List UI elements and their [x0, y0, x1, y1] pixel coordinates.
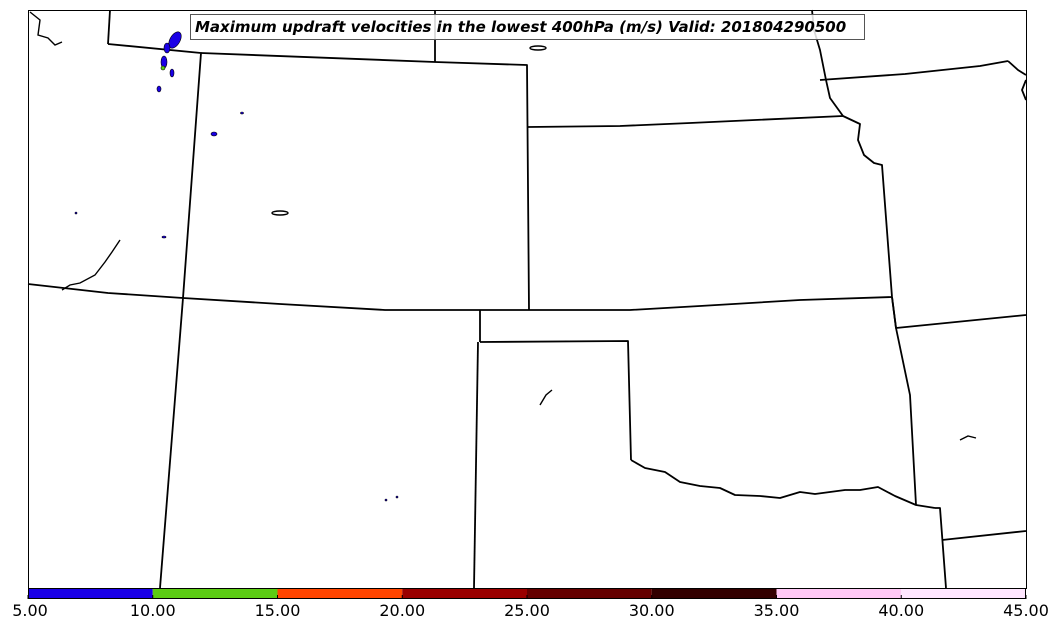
reservoir-small-north [529, 45, 547, 51]
colorbar-segment-6 [651, 588, 777, 599]
colorado-north-border [182, 297, 529, 311]
updraft-cell [160, 65, 166, 71]
oklahoma-arkansas-border [895, 327, 917, 506]
map-title: Maximum updraft velocities in the lowest… [190, 14, 865, 40]
colorbar-segment-8 [901, 588, 1026, 599]
reservoir-small-wyoming [271, 210, 289, 216]
colorbar-segment-3 [277, 588, 403, 599]
updraft-cell [161, 235, 167, 239]
updraft-contours [74, 31, 399, 502]
colorbar-tick-label: 15.00 [254, 601, 301, 620]
water-bodies [29, 11, 977, 441]
wyoming-north-border [107, 9, 111, 45]
updraft-cell [210, 131, 218, 137]
lake-outline-top-left [29, 11, 63, 46]
river-edge-top-right [1021, 79, 1027, 101]
reservoir-outline-west [61, 239, 121, 291]
new-mexico-west-border [473, 341, 479, 589]
updraft-cell [163, 42, 171, 54]
lake-arkansas [959, 435, 977, 441]
colorbar-tick-label: 25.00 [504, 601, 550, 620]
colorbar-segment-7 [776, 588, 902, 599]
colorado-utah-border [159, 297, 184, 589]
colorbar-tick-label: 35.00 [753, 601, 800, 620]
updraft-cell [169, 68, 175, 78]
colorbar-segment-2 [152, 588, 278, 599]
colorbar-tick-label: 5.00 [12, 601, 48, 620]
colorbar-segment-5 [527, 588, 652, 599]
colorbar-segment-1 [28, 588, 153, 599]
colorbar-tick-label: 20.00 [379, 601, 426, 620]
updraft-cell [168, 31, 182, 49]
updraft-cell [395, 495, 399, 499]
mississippi-east-edge [1007, 60, 1027, 76]
updraft-cell [156, 85, 162, 93]
nebraska-kansas-border [527, 115, 844, 128]
colorbar-segment-4 [402, 588, 527, 599]
iowa-missouri-border [819, 60, 1009, 81]
state-boundaries [27, 9, 1027, 589]
wyoming-nebraska-border [200, 52, 530, 311]
updraft-cell [240, 111, 244, 115]
kansas-south-border [529, 296, 893, 311]
updraft-cell [74, 211, 78, 215]
colorbar [27, 588, 1027, 599]
colorbar-tick-label: 40.00 [878, 601, 925, 620]
colorbar-tick-label: 45.00 [1003, 601, 1049, 620]
arkansas-louisiana-border [941, 530, 1027, 541]
red-river-border [630, 459, 936, 509]
updraft-cell [384, 498, 388, 502]
colorbar-tick-label: 10.00 [129, 601, 176, 620]
colorbar-tick-label: 30.00 [628, 601, 675, 620]
reservoir-new-mexico [539, 389, 553, 406]
missouri-river-border [811, 9, 897, 329]
new-mexico-border [479, 340, 632, 461]
texas-louisiana-border [935, 507, 947, 589]
